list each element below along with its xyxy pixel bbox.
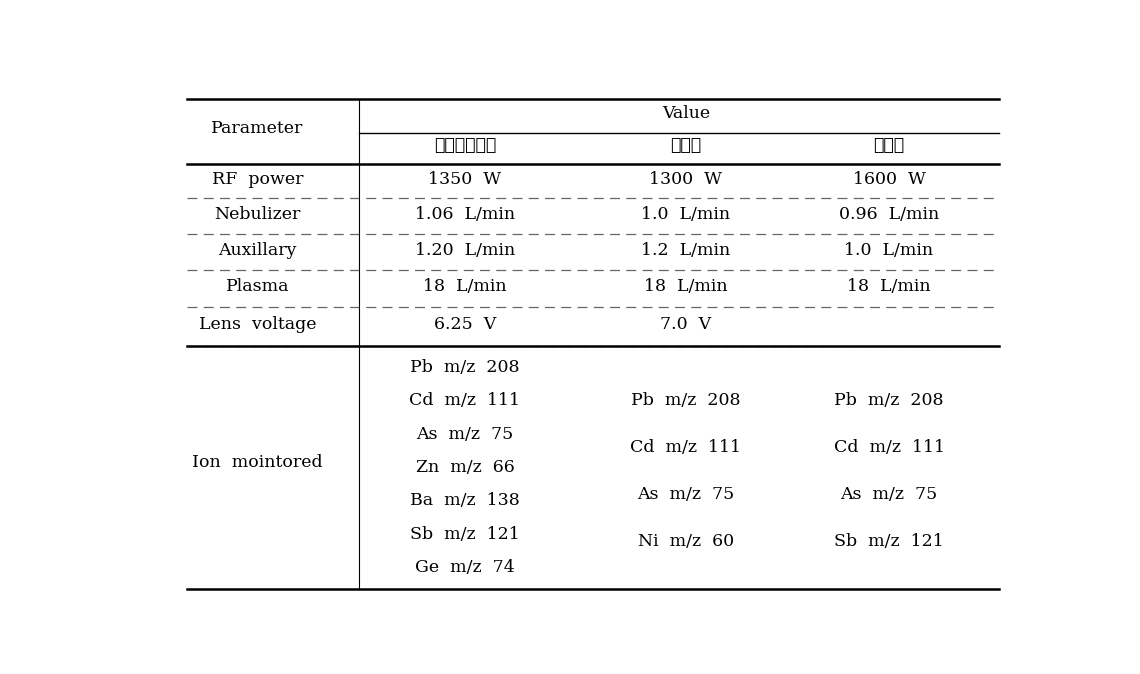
Text: 1300  W: 1300 W [650, 171, 723, 188]
Text: 0.96  L/min: 0.96 L/min [839, 206, 939, 223]
Text: Cd  m/z  111: Cd m/z 111 [409, 392, 521, 409]
Text: 1.20  L/min: 1.20 L/min [415, 242, 515, 259]
Text: Ni  m/z  60: Ni m/z 60 [637, 532, 734, 549]
Text: 6.25  V: 6.25 V [434, 316, 496, 333]
Text: Lens  voltage: Lens voltage [198, 316, 316, 333]
Text: Auxillary: Auxillary [218, 242, 296, 259]
Text: As  m/z  75: As m/z 75 [840, 486, 938, 503]
Text: Pb  m/z  208: Pb m/z 208 [632, 392, 741, 409]
Text: Pb  m/z  208: Pb m/z 208 [410, 359, 520, 376]
Text: 18  L/min: 18 L/min [847, 278, 931, 295]
Text: Plasma: Plasma [226, 278, 290, 295]
Text: 대전청: 대전청 [670, 137, 701, 154]
Text: RF  power: RF power [212, 171, 303, 188]
Text: 1.0  L/min: 1.0 L/min [845, 242, 934, 259]
Text: 1350  W: 1350 W [429, 171, 502, 188]
Text: Zn  m/z  66: Zn m/z 66 [416, 459, 514, 476]
Text: 경인청: 경인청 [873, 137, 905, 154]
Text: As  m/z  75: As m/z 75 [416, 425, 514, 443]
Text: 1.0  L/min: 1.0 L/min [642, 206, 731, 223]
Text: Ba  m/z  138: Ba m/z 138 [410, 493, 520, 510]
Text: Parameter: Parameter [211, 121, 303, 137]
Text: As  m/z  75: As m/z 75 [637, 486, 734, 503]
Text: 1.06  L/min: 1.06 L/min [415, 206, 515, 223]
Text: Cd  m/z  111: Cd m/z 111 [630, 439, 741, 456]
Text: Pb  m/z  208: Pb m/z 208 [834, 392, 944, 409]
Text: Sb  m/z  121: Sb m/z 121 [410, 526, 520, 543]
Text: 1.2  L/min: 1.2 L/min [641, 242, 731, 259]
Text: 1600  W: 1600 W [853, 171, 926, 188]
Text: 18  L/min: 18 L/min [423, 278, 507, 295]
Text: Value: Value [662, 105, 710, 122]
Text: 7.0  V: 7.0 V [660, 316, 711, 333]
Text: Nebulizer: Nebulizer [214, 206, 301, 223]
Text: 첨가물포장과: 첨가물포장과 [434, 137, 496, 154]
Text: Cd  m/z  111: Cd m/z 111 [833, 439, 945, 456]
Text: Ge  m/z  74: Ge m/z 74 [415, 559, 515, 576]
Text: Ion  mointored: Ion mointored [192, 454, 323, 471]
Text: 18  L/min: 18 L/min [644, 278, 727, 295]
Text: Sb  m/z  121: Sb m/z 121 [834, 532, 944, 549]
